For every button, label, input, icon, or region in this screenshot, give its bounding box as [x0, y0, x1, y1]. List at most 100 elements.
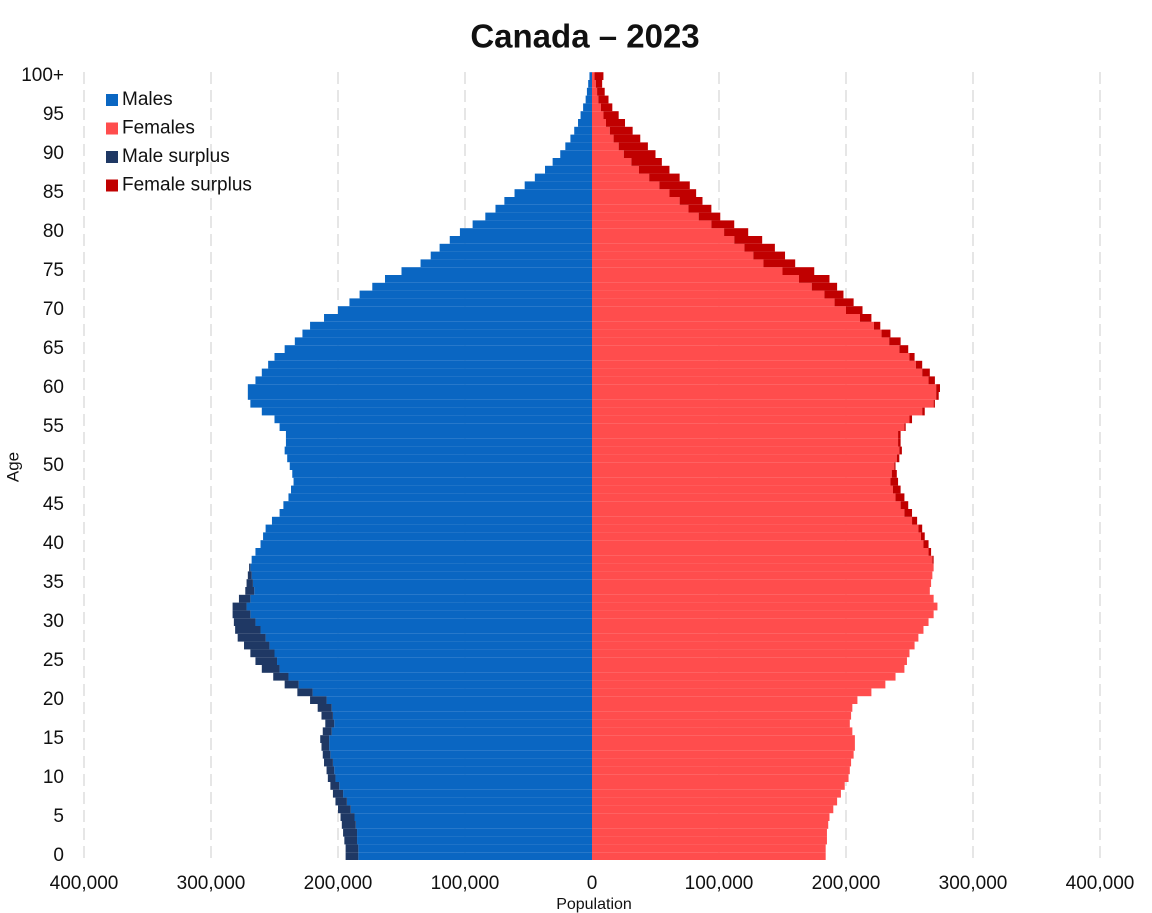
surplus-bar: [763, 259, 796, 268]
bar: [592, 696, 858, 704]
bar: [592, 290, 825, 299]
bar: [592, 158, 632, 166]
surplus-bar: [922, 407, 925, 416]
bar: [592, 423, 905, 431]
y-tick-label: 30: [43, 611, 64, 632]
bar: [592, 509, 905, 517]
bar: [592, 384, 937, 392]
surplus-bar: [892, 485, 901, 494]
surplus-bar: [859, 314, 872, 322]
bar: [592, 485, 893, 494]
bar: [289, 462, 592, 470]
surplus-bar: [631, 158, 662, 166]
surplus-bar: [320, 735, 330, 743]
bar: [384, 275, 592, 283]
bar: [254, 587, 592, 595]
bar: [279, 509, 592, 517]
bar: [504, 197, 592, 205]
bar: [277, 657, 592, 665]
surplus-bar: [898, 431, 901, 439]
bar: [592, 353, 910, 361]
surplus-bar: [649, 173, 680, 182]
surplus-bar: [600, 103, 613, 112]
surplus-bar: [918, 524, 923, 533]
bar: [592, 470, 892, 478]
surplus-bar: [904, 423, 906, 431]
surplus-bar: [936, 392, 939, 400]
surplus-bar: [618, 142, 648, 151]
bar: [592, 758, 852, 767]
bar: [592, 251, 754, 260]
surplus-bar: [724, 228, 749, 236]
bar: [592, 142, 619, 151]
surplus-bar: [324, 758, 333, 767]
bar: [329, 743, 592, 751]
bar: [592, 844, 826, 853]
x-axis-title: Population: [556, 896, 632, 913]
bar: [274, 353, 592, 361]
bar: [283, 501, 592, 509]
bar: [592, 360, 916, 369]
bar: [592, 516, 913, 525]
bar: [592, 633, 919, 642]
bar: [592, 212, 699, 221]
surplus-bar: [920, 532, 925, 541]
bar: [592, 821, 829, 829]
y-tick-label: 10: [43, 767, 64, 788]
bar: [592, 719, 850, 728]
bar: [592, 774, 849, 782]
bar: [349, 298, 592, 307]
surplus-bar: [744, 243, 775, 252]
bar: [592, 236, 735, 244]
surplus-bar: [609, 126, 633, 135]
bar: [343, 789, 592, 798]
surplus-bar: [235, 626, 261, 634]
bar: [592, 189, 670, 197]
bar: [592, 259, 764, 268]
bar: [592, 228, 725, 236]
bar: [592, 828, 827, 837]
bar: [592, 314, 860, 322]
bar: [552, 158, 592, 166]
bar: [271, 516, 592, 525]
bar: [246, 602, 592, 611]
bar: [439, 243, 592, 252]
surplus-bar: [605, 119, 626, 127]
bar: [288, 493, 592, 502]
bar: [592, 555, 933, 564]
legend-label: Female surplus: [122, 175, 252, 196]
surplus-bar: [327, 774, 336, 782]
bar: [592, 204, 689, 213]
bar: [334, 766, 592, 775]
bar: [592, 134, 614, 143]
surplus-bar: [898, 438, 901, 447]
surplus-bar: [928, 376, 935, 385]
surplus-bar: [928, 548, 932, 556]
bar: [592, 540, 924, 548]
bar: [592, 126, 610, 135]
y-tick-label: 60: [43, 377, 64, 398]
surplus-bar: [890, 477, 899, 486]
surplus-bar: [322, 727, 332, 736]
surplus-bar: [688, 204, 712, 213]
legend-swatch: [106, 94, 118, 106]
surplus-bar: [233, 618, 256, 626]
legend-label: Males: [122, 89, 173, 110]
bar: [274, 415, 592, 424]
surplus-bar: [932, 555, 934, 564]
bar: [430, 251, 592, 260]
bar: [592, 626, 924, 634]
bar: [263, 532, 592, 541]
bar: [449, 236, 592, 244]
bar: [357, 828, 592, 837]
bar: [592, 72, 595, 80]
y-tick-label: 40: [43, 533, 64, 554]
bar: [534, 173, 592, 182]
bar: [592, 337, 890, 346]
x-tick-label: 400,000: [50, 873, 119, 894]
bar: [331, 727, 592, 736]
bar: [250, 594, 592, 603]
surplus-bar: [895, 493, 905, 502]
bar: [592, 376, 929, 385]
bar: [268, 360, 592, 369]
